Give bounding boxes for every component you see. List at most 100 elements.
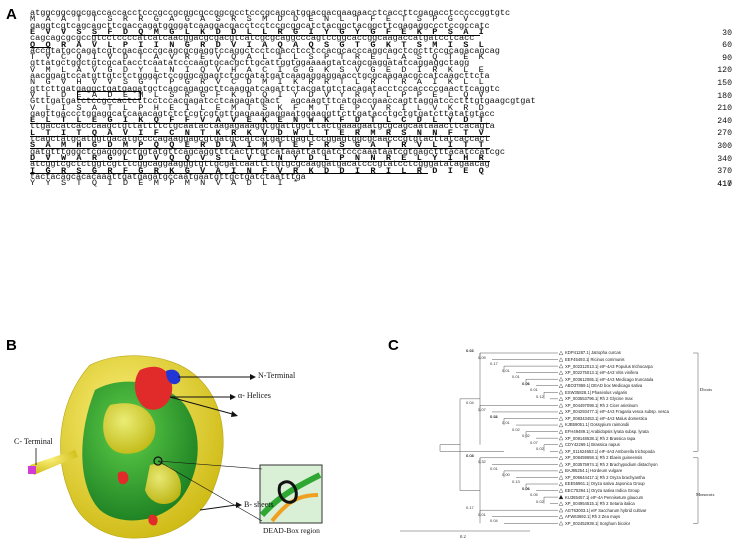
amino-acid-line: V L D E A D E M L S R G F K D Q I Y D V …	[30, 89, 484, 100]
bootstrap-value: 0.01	[466, 348, 474, 353]
bootstrap-value: 0.06	[522, 380, 530, 386]
tree-leaf-label: XP_006644417.1| Rh 2 Oryza brachyantha	[565, 474, 646, 480]
residue-number: 90	[722, 53, 732, 63]
leaf-marker	[558, 455, 564, 460]
tree-leaf-label: XP_011624653.1| eIF-4A3 Amborella tricho…	[565, 448, 655, 454]
bootstrap-value: 0.01	[512, 374, 520, 380]
residue-number: 370	[717, 167, 732, 177]
nucleotide-line: tactacagcacacaaattgatgagatgccaatgaatgttg…	[30, 171, 306, 182]
amino-acid-line: Y Y S T Q I D E M P M N V A D L I *	[30, 178, 299, 189]
residue-number-last: 417	[717, 180, 732, 190]
sequence-row: aacggagtccatgttgtctctgggactccgggcagagtct…	[30, 70, 732, 88]
sequence-row: gaggtcgtcagcagcttcgaccagatggggatcaaggacg…	[30, 21, 732, 38]
motif-underline	[30, 160, 491, 162]
sequence-row: accgtatgccagatcgtcgacacccgcagcgcgaggtcca…	[30, 46, 732, 63]
tree-leaf-label: BAJ95254.1| Hordeum vulgare	[565, 468, 623, 474]
tree-leaf-label: XP_004293477.1| eIF-4A3 Fragaria vesca s…	[565, 409, 669, 415]
residue-number: 180	[717, 91, 732, 101]
sequence-row: atcggtcgctctggtcgtttcggcaggaagggtgttgcga…	[30, 159, 732, 176]
leaf-marker	[558, 468, 564, 473]
tree-leaf-label: XP_004954515.1| Rh 2 Setaria italica	[565, 501, 635, 507]
nucleotide-line: gagttgaccctggaggcatcaaacagtctctcgtcgtgtt…	[30, 108, 495, 119]
motif-underline	[30, 135, 491, 137]
leaf-marker	[558, 376, 564, 382]
amino-acid-line: I G R S G R F G R K G V A I N F V R K D …	[30, 165, 484, 176]
tree-leaf-label: XP_004497098.1| Rh 2 Cicer arietinum	[565, 402, 638, 408]
sequence-panel: atggcggcggcgaccaccacctcccgccgcggcgccggcg…	[30, 8, 732, 189]
leaf-marker	[558, 442, 564, 447]
sequence-row: ttgaccatcacccaagctgttattttctgcaatactaaga…	[30, 121, 732, 138]
bootstrap-value: 0.13	[512, 479, 520, 484]
tree-diagram	[400, 350, 699, 532]
c-terminal-label: C- Terminal	[14, 437, 53, 446]
nucleotide-line: gatgtttgggctcgaggggctggtatgttcagcaggtttc…	[30, 146, 505, 157]
n-terminal-label: N-Terminal	[258, 371, 296, 380]
nucleotide-line: Gtttgatgatctccgccactcttcctccacgagatcctca…	[30, 96, 536, 107]
amino-acid-line: M A A T T S R R G A G A S R S M D D E N …	[30, 14, 469, 25]
bootstrap-value: 0.17	[466, 505, 474, 511]
leaf-marker	[558, 501, 564, 506]
residue-number: 120	[717, 66, 732, 76]
leaf-marker	[558, 422, 564, 428]
tree-leaf-label: KDP41287.1| Jatropha curcas	[565, 350, 621, 356]
amino-acid-line: V L I S A T L P H E I L E M T S K F M T …	[30, 102, 484, 113]
tree-leaf-label: KJB59051.1| Gossypium raimondii	[565, 422, 630, 428]
nucleotide-line: cagcagcgcgccgtcctccccatcatcaacggacgcgacg…	[30, 33, 475, 44]
residue-number: 210	[717, 104, 732, 114]
protein-surface-model	[28, 355, 323, 539]
leaf-marker	[558, 396, 564, 401]
amino-acid-line: L T I T Q A V I F C N T K R K V D W L T …	[30, 127, 484, 138]
bootstrap-value: 0.04	[490, 518, 498, 524]
nucleotide-line: ttgaccatcacccaagctgttattttctgcaatactaaga…	[30, 121, 495, 132]
bootstrap-value: 0.01	[522, 485, 530, 491]
residue-number: 60	[722, 41, 732, 51]
leaf-marker	[558, 521, 564, 526]
leaf-marker	[558, 363, 564, 369]
bootstrap-value: 0.02	[522, 433, 530, 439]
residue-number: 410	[717, 179, 732, 189]
bootstrap-value: 0.01	[522, 380, 530, 386]
sequence-row: tactacagcacacaaattgatgagatgccaatgaatgttg…	[30, 171, 732, 189]
sequence-row: gatgtttgggctcgaggggctggtatgttcagcaggtttc…	[30, 146, 732, 164]
bootstrap-value: 0.13	[466, 348, 474, 353]
bootstrap-value: 0.04	[490, 413, 498, 419]
sequence-row: gagttgaccctggaggcatcaaacagtctctcgtcgtgtt…	[30, 108, 732, 126]
amino-acid-line: Q Q R A V L P I I N G R D V I A Q A Q S …	[30, 39, 484, 50]
nucleotide-line: atggcggcggcgaccaccacctcccgccgcggcgccggcg…	[30, 8, 511, 18]
nucleotide-line: aacggagtccatgttgtctctgggactccgggcagagtct…	[30, 70, 490, 81]
residue-number: 30	[722, 28, 732, 38]
motif-underline	[30, 47, 51, 49]
bootstrap-value: 0.01	[478, 511, 486, 517]
leaf-marker	[558, 383, 564, 388]
dead-box-label: DEAD-Box region	[263, 526, 320, 535]
bootstrap-value: 0.02	[536, 446, 544, 452]
tree-leaf-label: XP_003553796.1| Rh 2 Glycine max	[565, 396, 633, 402]
sequence-row: tcagctatgcatggtgacatgccccagaaggagcgtgatg…	[30, 134, 732, 151]
leaf-marker	[558, 409, 564, 414]
bootstrap-value: 0.01	[502, 367, 510, 373]
tree-leaf-label: KU365457.1| eIF-4A Pennisetum glaucum	[565, 494, 644, 500]
group-label-dicots: Dicots	[700, 387, 712, 392]
bootstrap-value: 0.07	[530, 439, 538, 445]
bootstrap-value: 0.03	[466, 452, 474, 458]
tree-leaf-label: XP_009148538.1| Rh 2 Brassica rapa	[565, 435, 636, 441]
tree-leaf-label: XP_003612065.1| eIF-4A3 Medicago truncat…	[565, 376, 654, 382]
tree-leaf-label: XP_003575974.1| Rh 2 Brachypodium distac…	[565, 461, 658, 467]
bootstrap-value: 0.07	[478, 406, 486, 412]
leaf-marker	[558, 449, 564, 454]
structure-panel: N-Terminal α- Helices C- Terminal B- she…	[0, 345, 365, 545]
dead-motif-box	[76, 91, 141, 101]
panel-c-label: C	[388, 337, 399, 354]
bootstrap-value: 0.01	[502, 420, 510, 426]
bootstrap-value: 0.11	[490, 413, 498, 419]
tree-leaf-label: EEE55961.1| Oryza sativa Japonica Group	[565, 481, 645, 487]
leaf-marker	[558, 488, 564, 493]
nucleotide-line: atcggtcgctctggtcgtttcggcaggaagggtgttgcga…	[30, 159, 490, 170]
motif-underline	[92, 34, 480, 36]
bootstrap-value: 0.00	[502, 472, 510, 478]
panel-b-label: B	[6, 337, 17, 354]
residue-number: 300	[717, 141, 732, 151]
motif-underline	[30, 122, 491, 124]
bootstrap-value: 0.02	[512, 426, 520, 432]
phylogenetic-tree-panel: KDP41287.1| Jatropha curcas EEF45493.1| R…	[380, 345, 735, 545]
